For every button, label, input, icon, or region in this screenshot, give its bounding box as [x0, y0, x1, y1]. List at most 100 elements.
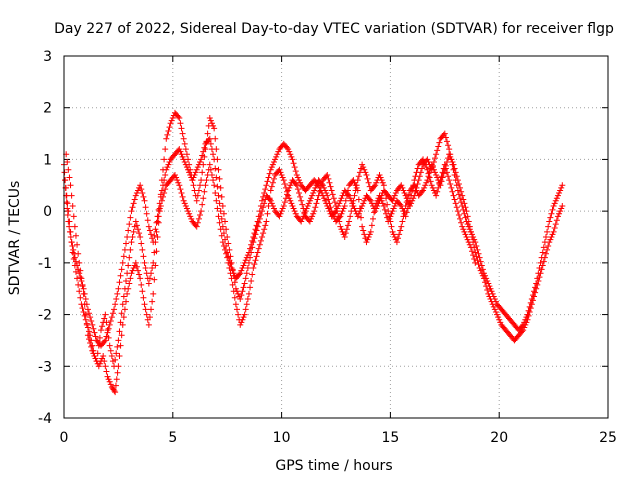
data-point-track-a — [201, 144, 208, 151]
data-point-track-c — [408, 192, 415, 199]
data-point-track-c — [323, 190, 330, 197]
data-point-track-b — [363, 171, 370, 178]
data-point-track-b — [330, 195, 337, 202]
data-point-track-c — [256, 241, 263, 248]
data-point-track-c — [261, 226, 268, 233]
data-point-track-a — [360, 200, 367, 207]
data-point-track-b — [485, 290, 492, 297]
data-point-track-c — [406, 197, 413, 204]
data-point-track-a — [194, 164, 201, 171]
data-point-track-c — [233, 306, 240, 313]
data-point-track-b — [421, 184, 428, 191]
data-point-track-b — [106, 378, 113, 385]
data-point-track-c — [126, 254, 133, 261]
data-point-track-c — [152, 239, 159, 246]
data-point-track-b — [494, 311, 501, 318]
data-point-track-c — [104, 327, 111, 334]
data-point-track-b — [64, 200, 71, 207]
data-point-track-b — [162, 146, 169, 153]
data-point-track-b — [428, 161, 435, 168]
data-point-track-a — [179, 153, 186, 160]
data-point-track-c — [66, 174, 73, 181]
data-point-track-b — [553, 217, 560, 224]
data-point-track-b — [227, 253, 234, 260]
data-point-track-a — [443, 138, 450, 145]
data-point-track-a — [146, 227, 153, 234]
data-point-track-a — [558, 184, 565, 191]
data-point-track-b — [360, 164, 367, 171]
data-point-track-c — [412, 173, 419, 180]
data-point-track-a — [117, 272, 124, 279]
data-point-track-b — [373, 179, 380, 186]
data-point-track-a — [270, 159, 277, 166]
data-point-track-a — [556, 190, 563, 197]
data-point-track-a — [86, 310, 93, 317]
data-point-track-c — [112, 356, 119, 363]
data-point-track-a — [434, 147, 441, 154]
data-point-track-c — [114, 343, 121, 350]
data-point-track-a — [347, 195, 354, 202]
data-point-track-c — [464, 236, 471, 243]
data-point-track-c — [312, 184, 319, 191]
data-point-track-b — [347, 213, 354, 220]
data-point-track-b — [220, 210, 227, 217]
data-point-track-a — [142, 204, 149, 211]
data-point-track-c — [161, 190, 168, 197]
data-point-track-a — [290, 160, 297, 167]
y-tick-label: 2 — [43, 101, 52, 117]
data-point-track-b — [267, 197, 274, 204]
data-point-track-b — [311, 208, 318, 215]
data-point-track-c — [300, 213, 307, 220]
data-point-track-b — [101, 358, 108, 365]
data-point-track-a — [546, 218, 553, 225]
data-point-track-b — [82, 316, 89, 323]
data-point-track-b — [542, 250, 549, 257]
data-point-track-b — [339, 228, 346, 235]
data-point-track-c — [70, 213, 77, 220]
data-point-track-b — [395, 235, 402, 242]
data-point-track-c — [442, 165, 449, 172]
data-point-track-c — [86, 336, 93, 343]
data-point-track-c — [298, 218, 305, 225]
data-point-track-c — [342, 197, 349, 204]
data-point-track-a — [131, 196, 138, 203]
data-point-track-c — [398, 202, 405, 209]
data-point-track-c — [91, 352, 98, 359]
data-point-track-b — [296, 190, 303, 197]
data-point-track-c — [178, 190, 185, 197]
data-point-track-c — [281, 180, 288, 187]
data-point-track-c — [92, 355, 99, 362]
data-point-track-b — [523, 319, 530, 326]
data-point-track-c — [466, 241, 473, 248]
data-point-track-b — [151, 276, 158, 283]
data-point-track-b — [552, 221, 559, 228]
data-point-track-a — [133, 190, 140, 197]
data-point-track-c — [305, 200, 312, 207]
data-point-track-b — [136, 271, 143, 278]
data-point-track-b — [420, 187, 427, 194]
data-point-track-b — [160, 166, 167, 173]
data-point-track-c — [244, 296, 251, 303]
data-point-track-b — [206, 115, 213, 122]
data-point-track-c — [139, 246, 146, 253]
data-point-track-b — [489, 301, 496, 308]
data-point-track-b — [237, 296, 244, 303]
data-point-track-b — [528, 301, 535, 308]
data-point-track-a — [92, 333, 99, 340]
data-point-track-a — [265, 174, 272, 181]
data-point-track-a — [138, 186, 145, 193]
data-point-track-c — [72, 232, 79, 239]
data-points — [61, 109, 566, 396]
data-point-track-c — [326, 200, 333, 207]
data-point-track-c — [118, 310, 125, 317]
data-point-track-c — [243, 301, 250, 308]
data-point-track-b — [418, 188, 425, 195]
data-point-track-c — [83, 321, 90, 328]
data-point-track-b — [556, 210, 563, 217]
data-point-track-b — [223, 226, 230, 233]
data-point-track-c — [276, 166, 283, 173]
data-point-track-c — [373, 200, 380, 207]
data-point-track-c — [153, 228, 160, 235]
data-point-track-b — [167, 120, 174, 127]
data-point-track-a — [267, 166, 274, 173]
